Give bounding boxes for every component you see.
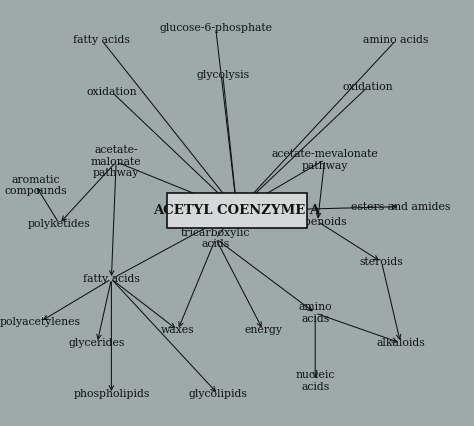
Text: terpenoids: terpenoids xyxy=(288,216,347,227)
Text: esters and amides: esters and amides xyxy=(351,201,450,212)
Text: amino acids: amino acids xyxy=(363,35,428,46)
Text: waxes: waxes xyxy=(161,325,194,335)
Text: glycolysis: glycolysis xyxy=(196,69,249,80)
Text: energy: energy xyxy=(244,325,282,335)
Text: alkaloids: alkaloids xyxy=(376,338,425,348)
Text: glycerides: glycerides xyxy=(69,338,125,348)
Text: tricarboxylic
acids: tricarboxylic acids xyxy=(181,228,250,249)
Bar xyxy=(167,193,307,228)
Text: ACETYL COENZYME A: ACETYL COENZYME A xyxy=(154,204,320,217)
Text: phospholipids: phospholipids xyxy=(73,389,150,399)
Text: glucose-6-phosphate: glucose-6-phosphate xyxy=(159,23,272,33)
Text: oxidation: oxidation xyxy=(342,82,392,92)
Text: glycolipids: glycolipids xyxy=(189,389,247,399)
Text: fatty acids: fatty acids xyxy=(83,274,140,284)
Text: amino
acids: amino acids xyxy=(299,302,332,324)
Text: polyketides: polyketides xyxy=(28,219,91,229)
Text: acetate-mevalonate
pathway: acetate-mevalonate pathway xyxy=(271,149,378,170)
Text: aromatic
compounds: aromatic compounds xyxy=(4,175,67,196)
Text: oxidation: oxidation xyxy=(86,86,137,97)
Text: acetate-
malonate
pathway: acetate- malonate pathway xyxy=(91,145,141,178)
Text: nucleic
acids: nucleic acids xyxy=(295,371,335,392)
Text: fatty acids: fatty acids xyxy=(73,35,130,46)
Text: steroids: steroids xyxy=(360,257,403,267)
Text: polyacetylenes: polyacetylenes xyxy=(0,317,81,327)
